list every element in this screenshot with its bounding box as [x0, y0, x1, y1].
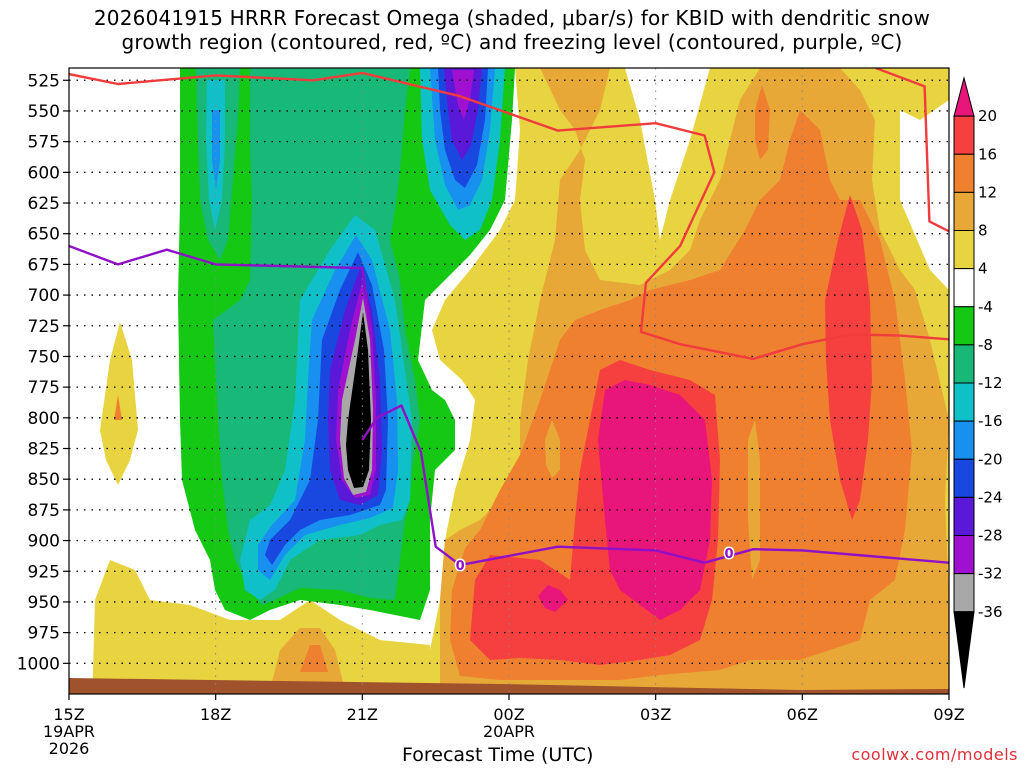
colorbar-label: -32: [978, 565, 1003, 583]
omega-region: [598, 380, 712, 620]
y-tick-label: 950: [28, 593, 60, 613]
chart-title-line2: growth region (contoured, red, ºC) and f…: [121, 30, 903, 54]
omega-region: [114, 395, 122, 420]
omega-region: [748, 420, 760, 580]
omega-region: [300, 645, 328, 672]
colorbar: 20 16 12 8 4 -4 -8 -12 -16 -20 -24 -28 -32 -36: [953, 76, 1003, 689]
y-tick-label: 825: [28, 440, 60, 460]
colorbar-tip-bottom: [953, 611, 975, 689]
colorbar-label: 20: [978, 107, 997, 125]
colorbar-label: -28: [978, 527, 1003, 545]
x-tick-label: 18Z: [200, 705, 231, 724]
omega-region: [538, 585, 568, 612]
colorbar-swatch: [953, 420, 975, 460]
dgz-contour-line: [69, 71, 949, 361]
colorbar-swatch: [953, 535, 975, 575]
freezing-level-label: 0: [456, 559, 465, 574]
dgz-contour-line: [875, 68, 949, 233]
omega-region: [545, 420, 560, 478]
colorbar-swatch: [953, 496, 975, 536]
colorbar-label: 16: [978, 145, 997, 163]
x-tick-label: 00Z: [493, 705, 524, 724]
colorbar-swatch: [953, 458, 975, 498]
x-tick-label: 09Z: [933, 705, 964, 724]
y-tick-label: 700: [28, 286, 60, 306]
terrain-strip: [69, 678, 949, 694]
y-tick-label: 675: [28, 255, 60, 275]
credit-text: coolwx.com/models: [851, 745, 1018, 764]
colorbar-swatch: [953, 382, 975, 422]
colorbar-label: -4: [978, 298, 993, 316]
y-tick-label: 725: [28, 317, 60, 337]
x-tick-date: 20APR: [483, 722, 535, 741]
x-tick-label: 06Z: [787, 705, 818, 724]
y-tick-label: 850: [28, 470, 60, 490]
y-tick-label: 550: [28, 102, 60, 122]
x-tick-label: 15Z: [53, 705, 84, 724]
colorbar-label: -36: [978, 603, 1003, 621]
y-tick-label: 525: [28, 71, 60, 91]
omega-region: [346, 312, 371, 488]
y-tick-label: 625: [28, 194, 60, 214]
y-tick-label: 800: [28, 409, 60, 429]
chart-title: 2026041915 HRRR Forecast Omega (shaded, …: [0, 6, 1024, 54]
freezing-level-line: [361, 404, 949, 567]
y-tick-label: 925: [28, 562, 60, 582]
colorbar-swatch: [953, 191, 975, 231]
colorbar-label: -20: [978, 450, 1003, 468]
x-tick-date: 19APR: [43, 722, 95, 741]
freezing-level-line: [69, 244, 374, 339]
colorbar-label: 8: [978, 222, 988, 240]
omega-region: [452, 70, 474, 120]
freezing-level-label: 0: [724, 547, 733, 562]
colorbar-swatch: [953, 230, 975, 270]
colorbar-swatch: [953, 344, 975, 384]
y-tick-label: 575: [28, 133, 60, 153]
y-tick-label: 750: [28, 347, 60, 367]
colorbar-label: 4: [978, 260, 988, 278]
colorbar-label: -16: [978, 412, 1003, 430]
colorbar-swatch: [953, 115, 975, 155]
y-tick-label: 775: [28, 378, 60, 398]
omega-shading: [69, 68, 949, 694]
y-tick-label: 1000: [17, 654, 60, 674]
colorbar-swatch: [953, 268, 975, 308]
colorbar-swatch: [953, 306, 975, 346]
x-tick-label: 21Z: [347, 705, 378, 724]
x-tick-year: 2026: [49, 739, 90, 758]
y-tick-label: 600: [28, 163, 60, 183]
y-axis: 525 550 575 600 625 650 675 700 725 750 775 800 825 8…: [17, 71, 69, 674]
contours: 00: [69, 68, 949, 576]
colorbar-swatch: [953, 153, 975, 193]
y-tick-label: 900: [28, 532, 60, 552]
y-tick-label: 975: [28, 624, 60, 644]
colorbar-label: 12: [978, 183, 997, 201]
omega-region: [92, 560, 430, 694]
colorbar-tip-top: [953, 76, 975, 117]
colorbar-label: -12: [978, 374, 1003, 392]
omega-region: [825, 195, 872, 520]
omega-region: [755, 85, 770, 160]
y-tick-label: 650: [28, 225, 60, 245]
colorbar-label: -24: [978, 488, 1003, 506]
y-tick-label: 875: [28, 501, 60, 521]
colorbar-swatch: [953, 573, 975, 613]
x-axis-title: Forecast Time (UTC): [402, 744, 594, 766]
chart-title-line1: 2026041915 HRRR Forecast Omega (shaded, …: [93, 6, 931, 30]
omega-region: [212, 110, 220, 190]
x-tick-label: 03Z: [640, 705, 671, 724]
colorbar-label: -8: [978, 336, 993, 354]
